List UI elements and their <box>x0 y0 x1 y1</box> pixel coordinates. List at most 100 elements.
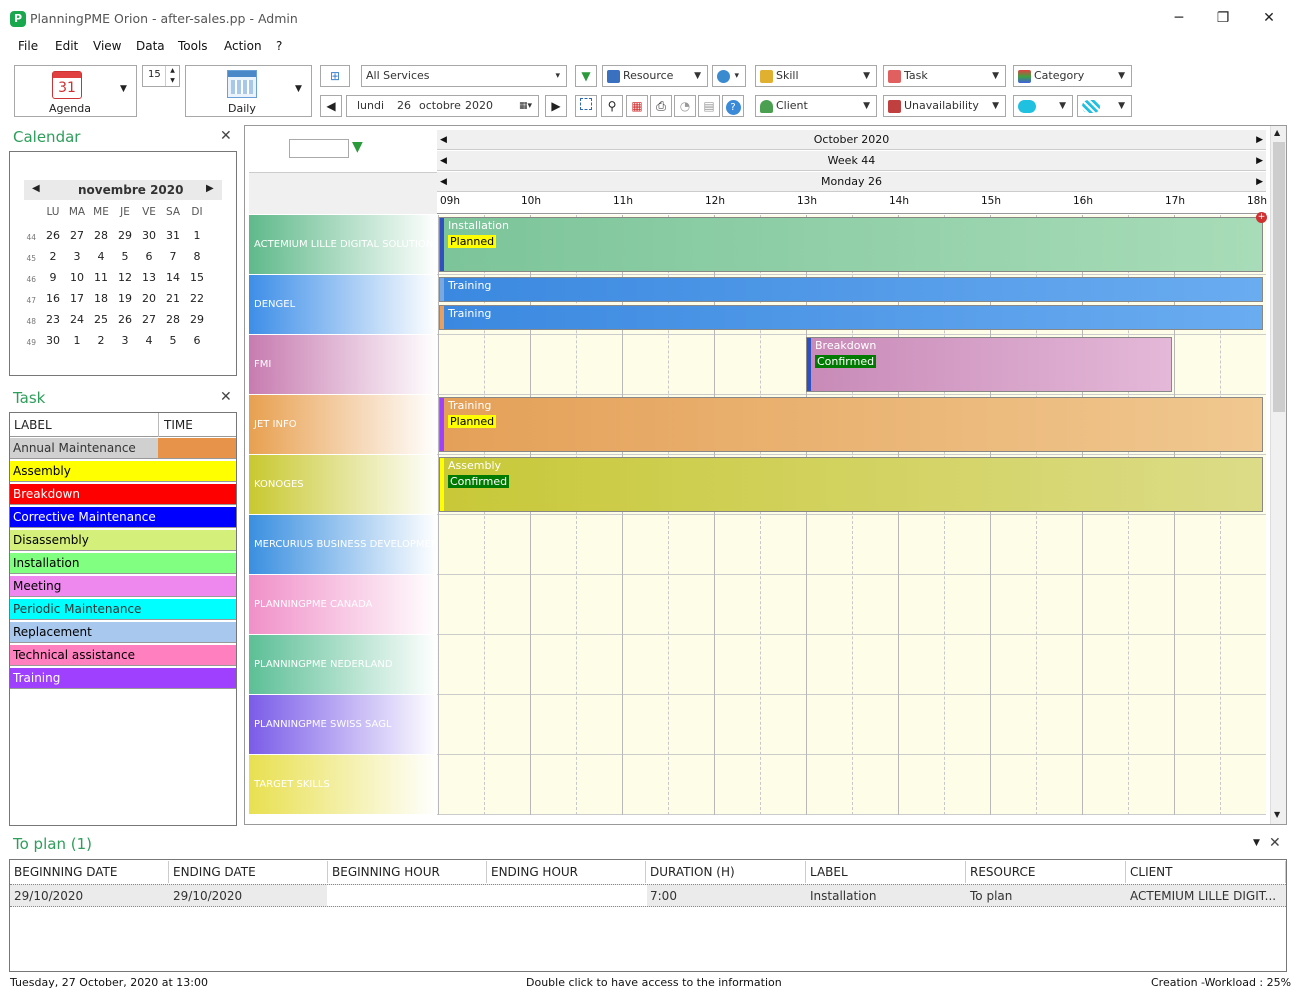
resource-row[interactable]: PLANNINGPME SWISS SAGL <box>249 695 437 754</box>
task-list-item[interactable]: Training <box>10 668 236 689</box>
mini-calendar-day[interactable]: 14 <box>166 271 180 284</box>
calendar-add-icon[interactable]: ▦ <box>626 95 648 117</box>
resource-row[interactable]: JET INFO <box>249 395 437 454</box>
to-plan-column-header[interactable]: BEGINNING DATE <box>10 861 169 883</box>
resource-row[interactable]: TARGET SKILLS <box>249 755 437 814</box>
mini-calendar-day[interactable]: 1 <box>73 334 81 347</box>
filter-icon[interactable]: ▼ <box>352 139 363 155</box>
menu-edit[interactable]: Edit <box>55 39 79 53</box>
mini-calendar-day[interactable]: 27 <box>142 313 156 326</box>
percent-dropdown[interactable]: ▾ <box>712 65 746 87</box>
event-breakdown[interactable]: Breakdown Confirmed <box>806 337 1172 392</box>
client-dropdown[interactable]: Client ▼ <box>755 95 877 117</box>
mini-calendar-day[interactable]: 23 <box>46 313 60 326</box>
close-icon[interactable]: ✕ <box>220 128 232 144</box>
next-week-arrow-icon[interactable]: ▶ <box>1256 156 1263 166</box>
menu-file[interactable]: File <box>18 39 39 53</box>
mini-calendar-day[interactable]: 24 <box>70 313 84 326</box>
to-plan-column-header[interactable]: ENDING DATE <box>169 861 328 883</box>
menu-tools[interactable]: Tools <box>178 39 208 53</box>
help-icon[interactable]: ? <box>722 95 744 117</box>
close-icon[interactable]: ✕ <box>1269 835 1281 851</box>
category-dropdown[interactable]: Category ▼ <box>1013 65 1132 87</box>
mini-calendar-day[interactable]: 31 <box>166 229 180 242</box>
maximize-button[interactable]: ❐ <box>1216 10 1230 26</box>
to-plan-column-header[interactable]: LABEL <box>806 861 966 883</box>
mini-calendar-day[interactable]: 5 <box>121 250 129 263</box>
mini-calendar-day[interactable]: 29 <box>118 229 132 242</box>
resource-row[interactable]: MERCURIUS BUSINESS DEVELOPMENT <box>249 515 437 574</box>
task-list-item[interactable]: Assembly <box>10 461 236 482</box>
task-list-item[interactable]: Installation <box>10 553 236 574</box>
agenda-dropdown[interactable]: 31 Agenda ▼ <box>14 65 137 117</box>
task-list-item[interactable]: Corrective Maintenance <box>10 507 236 528</box>
event-training[interactable]: Training <box>439 277 1263 302</box>
print-icon[interactable]: ⎙ <box>650 95 672 117</box>
close-window-button[interactable]: ✕ <box>1263 10 1275 26</box>
event-installation[interactable]: Installation Planned <box>439 217 1263 272</box>
services-dropdown[interactable]: All Services ▾ <box>361 65 567 87</box>
event-training[interactable]: Training Planned <box>439 397 1263 452</box>
menu-help[interactable]: ? <box>276 39 283 53</box>
next-day-button[interactable]: ▶ <box>545 95 567 117</box>
task-list-item[interactable]: Replacement <box>10 622 236 643</box>
toggle-filter-dropdown[interactable]: ▼ <box>1077 95 1132 117</box>
mini-calendar-day[interactable]: 10 <box>70 271 84 284</box>
scroll-up-icon[interactable]: ▲ <box>1274 128 1281 137</box>
excel-icon[interactable]: ▤ <box>698 95 720 117</box>
resource-filter-input[interactable] <box>289 139 349 158</box>
chart-icon[interactable]: ◔ <box>674 95 696 117</box>
chevron-down-icon[interactable]: ▼ <box>1253 838 1260 848</box>
mini-calendar-day[interactable]: 25 <box>94 313 108 326</box>
mini-calendar-day[interactable]: 6 <box>193 334 201 347</box>
next-month-button[interactable]: ▶ <box>206 183 214 194</box>
mini-calendar-day[interactable]: 18 <box>94 292 108 305</box>
mini-calendar-day[interactable]: 1 <box>193 229 201 242</box>
grid-row[interactable] <box>437 575 1266 635</box>
add-event-icon[interactable]: + <box>1256 212 1267 223</box>
filter-icon[interactable]: ▼ <box>575 65 597 87</box>
grid-row[interactable] <box>437 635 1266 695</box>
date-picker[interactable]: lundi 26 octobre 2020 ▦▾ <box>346 95 539 117</box>
grid-row[interactable] <box>437 515 1266 575</box>
mini-calendar-day[interactable]: 3 <box>121 334 129 347</box>
to-plan-column-header[interactable]: ENDING HOUR <box>487 861 646 883</box>
next-day-arrow-icon[interactable]: ▶ <box>1256 177 1263 187</box>
grid-row[interactable] <box>437 695 1266 755</box>
mini-calendar-day[interactable]: 26 <box>46 229 60 242</box>
scroll-thumb[interactable] <box>1273 142 1285 412</box>
mini-calendar-day[interactable]: 19 <box>118 292 132 305</box>
to-plan-column-header[interactable]: RESOURCE <box>966 861 1126 883</box>
mini-calendar-day[interactable]: 13 <box>142 271 156 284</box>
minimize-button[interactable]: ─ <box>1174 10 1184 26</box>
unavailability-dropdown[interactable]: Unavailability ▼ <box>883 95 1006 117</box>
skill-dropdown[interactable]: Skill ▼ <box>755 65 877 87</box>
mini-calendar-day[interactable]: 26 <box>118 313 132 326</box>
mini-calendar-day[interactable]: 4 <box>97 250 105 263</box>
scroll-down-icon[interactable]: ▼ <box>1274 810 1281 819</box>
resource-row[interactable]: ACTEMIUM LILLE DIGITAL SOLUTIONS <box>249 215 437 274</box>
resource-row[interactable]: PLANNINGPME CANADA <box>249 575 437 634</box>
mini-calendar-day[interactable]: 28 <box>166 313 180 326</box>
prev-month-button[interactable]: ◀ <box>32 183 40 194</box>
task-list-item[interactable]: Disassembly <box>10 530 236 551</box>
hierarchy-icon[interactable]: ⊞ <box>320 65 350 87</box>
task-list-item[interactable]: Annual Maintenance <box>10 438 236 459</box>
spinner-arrows-icon[interactable]: ▲ ▼ <box>165 66 179 86</box>
previous-day-button[interactable]: ◀ <box>320 95 342 117</box>
resource-row[interactable]: DENGEL <box>249 275 437 334</box>
mini-calendar-day[interactable]: 29 <box>190 313 204 326</box>
task-dropdown[interactable]: Task ▼ <box>883 65 1006 87</box>
mini-calendar-day[interactable]: 5 <box>169 334 177 347</box>
vertical-scrollbar[interactable]: ▲ ▼ <box>1270 126 1286 824</box>
mini-calendar-day[interactable]: 4 <box>145 334 153 347</box>
next-month-arrow-icon[interactable]: ▶ <box>1256 135 1263 145</box>
prev-month-arrow-icon[interactable]: ◀ <box>440 135 447 145</box>
resource-dropdown[interactable]: Resource ▼ <box>602 65 708 87</box>
task-list-item[interactable]: Technical assistance <box>10 645 236 666</box>
menu-view[interactable]: View <box>93 39 122 53</box>
mini-calendar-day[interactable]: 2 <box>49 250 57 263</box>
menu-data[interactable]: Data <box>136 39 165 53</box>
mini-calendar-day[interactable]: 2 <box>97 334 105 347</box>
toggle-display-dropdown[interactable]: ▼ <box>1013 95 1073 117</box>
